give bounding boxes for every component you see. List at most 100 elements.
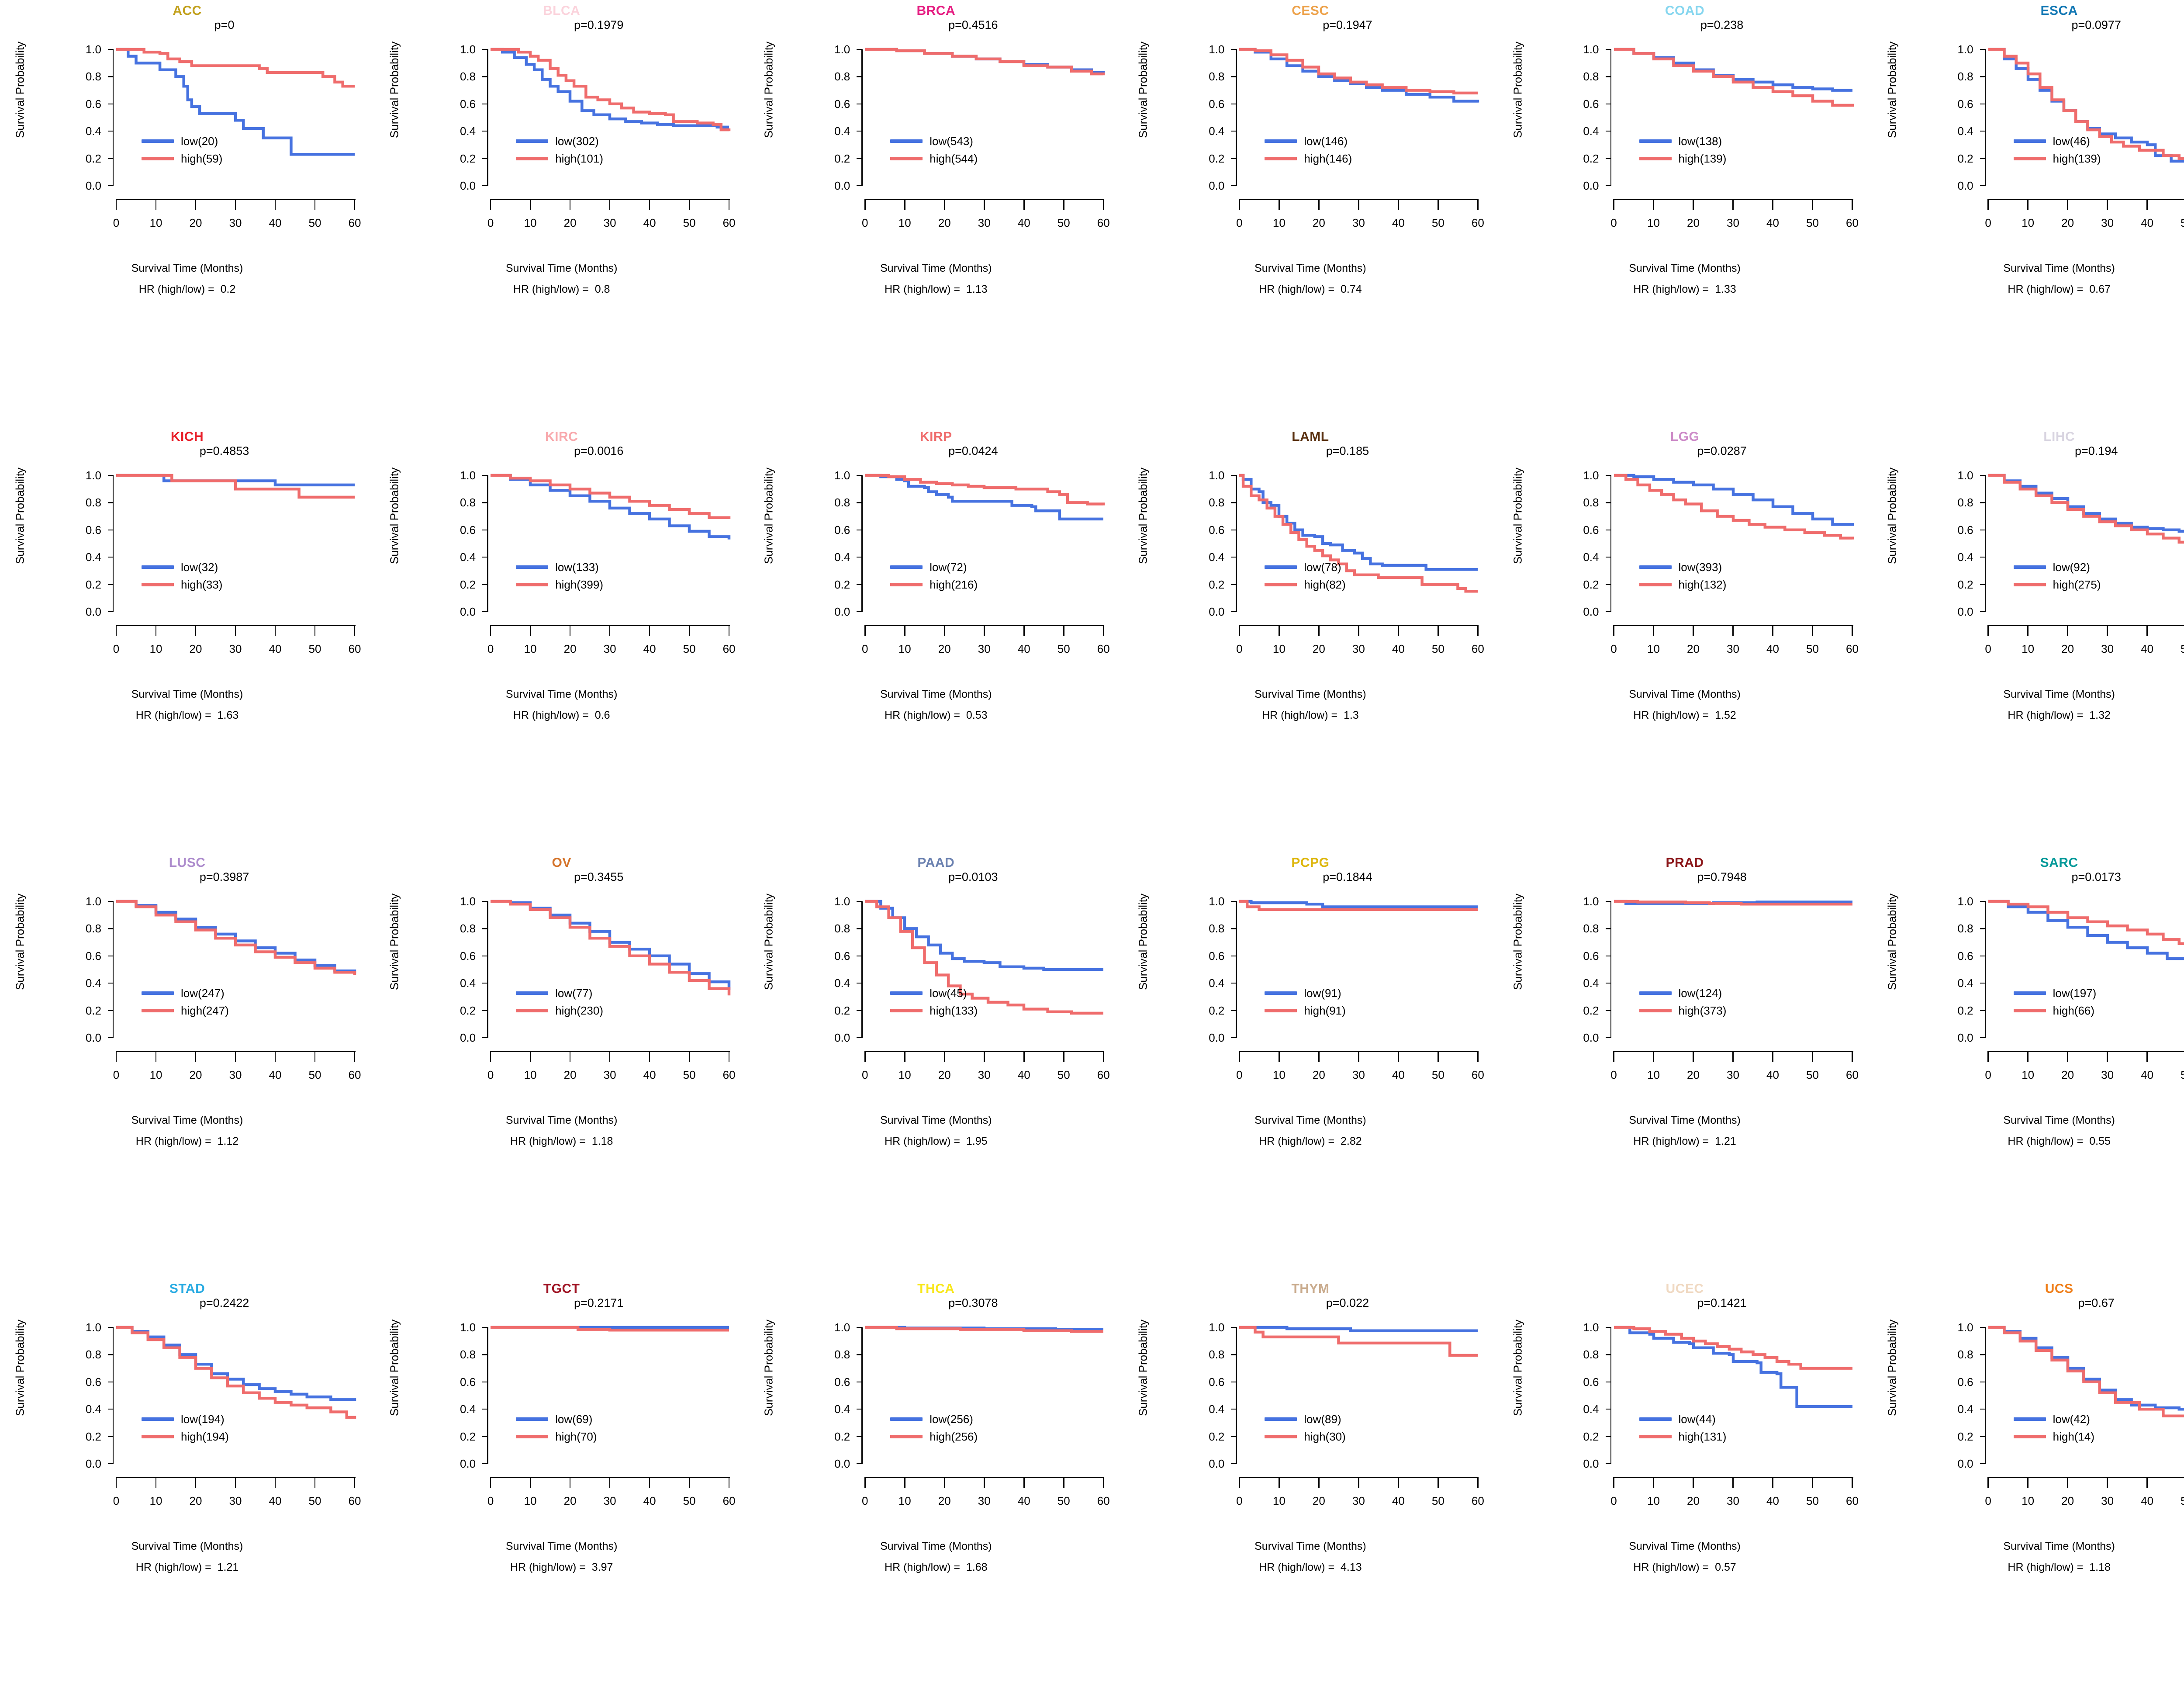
x-tick-labels: 0 10 20 30 40 50 60 bbox=[862, 199, 1110, 229]
y-axis-tick bbox=[1980, 983, 1986, 984]
hazard-ratio-prefix: HR (high/low) = bbox=[513, 709, 592, 721]
x-axis-tick bbox=[1398, 1477, 1399, 1488]
panel-title: PRAD bbox=[1666, 855, 1704, 870]
legend-item-high: high(146) bbox=[1265, 150, 1352, 167]
y-tick-labels: 1.0 0.8 0.6 0.4 0.2 0.0 bbox=[374, 470, 482, 617]
y-tick-label: 0.0 bbox=[460, 1031, 476, 1044]
legend-item-low: low(393) bbox=[1639, 558, 1727, 576]
x-axis-tick bbox=[1653, 1051, 1654, 1062]
km-curve-high bbox=[491, 1326, 729, 1332]
x-axis-tick bbox=[1063, 1051, 1064, 1062]
x-tick-label: 50 bbox=[2181, 1068, 2184, 1081]
y-tick-label: 0.0 bbox=[460, 179, 476, 192]
panel-title: STAD bbox=[169, 1281, 205, 1296]
p-value-label: p=0.185 bbox=[1326, 444, 1369, 457]
legend-label-high: high(139) bbox=[2053, 152, 2101, 165]
km-panel-thym: THYM p=0.022 Survival Probability 1.0 0.8 0.6… bbox=[1123, 1278, 1497, 1704]
km-curve-high bbox=[1988, 1326, 2184, 1418]
x-tick-label: 50 bbox=[1806, 216, 1819, 229]
y-tick-labels: 1.0 0.8 0.6 0.4 0.2 0.0 bbox=[1872, 470, 1980, 617]
panel-title: SARC bbox=[2040, 855, 2078, 870]
legend-item-high: high(82) bbox=[1265, 576, 1346, 593]
x-axis-tick bbox=[529, 1051, 531, 1062]
x-tick-label: 10 bbox=[149, 642, 162, 655]
y-tick-label: 1.0 bbox=[1957, 895, 1973, 908]
x-tick-labels: 0 10 20 30 40 50 60 bbox=[487, 1051, 736, 1081]
x-axis-title: Survival Time (Months) bbox=[1629, 1540, 1741, 1552]
x-axis-tick bbox=[274, 625, 276, 636]
x-axis-line bbox=[1988, 1051, 2184, 1052]
legend-swatch-high bbox=[142, 583, 174, 586]
y-tick-label: 1.0 bbox=[460, 469, 476, 482]
x-axis-title: Survival Time (Months) bbox=[2003, 1114, 2115, 1126]
x-tick-label: 60 bbox=[722, 1494, 736, 1507]
hazard-ratio-value: 0.67 bbox=[2089, 283, 2111, 295]
x-axis-title: Survival Time (Months) bbox=[505, 262, 618, 274]
y-tick-label: 1.0 bbox=[1957, 43, 1973, 56]
y-tick-label: 0.2 bbox=[834, 578, 850, 591]
y-tick-labels: 1.0 0.8 0.6 0.4 0.2 0.0 bbox=[1123, 1322, 1230, 1469]
y-tick-label: 0.4 bbox=[85, 977, 101, 990]
x-tick-label: 30 bbox=[978, 216, 991, 229]
x-tick-label: 60 bbox=[1846, 216, 1859, 229]
y-axis-line bbox=[857, 900, 863, 1039]
x-tick-label: 50 bbox=[1806, 642, 1819, 655]
y-tick-label: 0.2 bbox=[1583, 1004, 1599, 1017]
x-tick-label: 60 bbox=[1846, 1068, 1859, 1081]
hazard-ratio-prefix: HR (high/low) = bbox=[885, 1561, 963, 1573]
hazard-ratio-label: HR (high/low) = 1.21 bbox=[0, 1561, 374, 1574]
y-tick-label: 0.0 bbox=[85, 179, 101, 192]
x-tick-label: 0 bbox=[487, 1068, 494, 1081]
hazard-ratio-value: 0.2 bbox=[220, 283, 236, 295]
km-curve-high bbox=[1614, 474, 1854, 540]
x-axis-tick bbox=[155, 1477, 157, 1488]
x-tick-label: 20 bbox=[2061, 216, 2074, 229]
x-tick-label: 20 bbox=[2061, 1494, 2074, 1507]
legend-item-high: high(139) bbox=[2013, 150, 2101, 167]
x-tick-label: 60 bbox=[1846, 642, 1859, 655]
legend-label-low: low(91) bbox=[1304, 987, 1341, 1000]
y-tick-label: 0.6 bbox=[834, 949, 850, 963]
x-axis-line bbox=[1988, 1477, 2184, 1478]
y-tick-label: 0.2 bbox=[1209, 578, 1225, 591]
legend-label-low: low(256) bbox=[930, 1413, 973, 1426]
x-tick-label: 60 bbox=[1097, 1494, 1110, 1507]
hazard-ratio-prefix: HR (high/low) = bbox=[1259, 283, 1338, 295]
x-axis-tick bbox=[2067, 1477, 2068, 1488]
x-tick-label: 30 bbox=[1352, 642, 1365, 655]
x-tick-label: 20 bbox=[2061, 1068, 2074, 1081]
y-axis-line bbox=[1980, 474, 1986, 613]
p-value-label: p=0.0016 bbox=[574, 444, 624, 457]
km-curve-low bbox=[1614, 474, 1854, 526]
x-tick-label: 30 bbox=[229, 1494, 242, 1507]
y-axis-tick bbox=[1980, 1436, 1986, 1437]
y-tick-label: 1.0 bbox=[834, 1321, 850, 1334]
x-tick-label: 40 bbox=[269, 216, 282, 229]
y-axis-tick bbox=[482, 1436, 488, 1437]
x-tick-label: 30 bbox=[978, 642, 991, 655]
x-tick-label: 20 bbox=[189, 1068, 202, 1081]
x-tick-label: 20 bbox=[563, 1068, 577, 1081]
x-axis-tick bbox=[1102, 199, 1104, 210]
km-curve-low bbox=[491, 474, 731, 540]
y-tick-label: 1.0 bbox=[834, 895, 850, 908]
y-tick-labels: 1.0 0.8 0.6 0.4 0.2 0.0 bbox=[749, 44, 856, 191]
y-axis-tick bbox=[482, 611, 488, 613]
y-axis-tick bbox=[482, 1463, 488, 1465]
hazard-ratio-value: 1.68 bbox=[966, 1561, 988, 1573]
x-axis-tick bbox=[235, 625, 236, 636]
legend: low(44) high(131) bbox=[1639, 1410, 1726, 1445]
y-axis-tick bbox=[108, 928, 114, 929]
legend-item-low: low(46) bbox=[2013, 132, 2101, 150]
y-tick-label: 0.6 bbox=[1583, 949, 1599, 963]
km-curve-high bbox=[491, 474, 731, 519]
hazard-ratio-value: 1.52 bbox=[1715, 709, 1736, 721]
y-axis-tick bbox=[1231, 502, 1237, 503]
x-tick-label: 30 bbox=[2101, 216, 2114, 229]
x-axis-tick bbox=[2146, 199, 2148, 210]
y-tick-label: 0.8 bbox=[1583, 70, 1599, 83]
y-axis-tick bbox=[1980, 474, 1986, 476]
x-tick-label: 10 bbox=[524, 642, 537, 655]
legend-label-low: low(194) bbox=[181, 1413, 225, 1426]
y-tick-labels: 1.0 0.8 0.6 0.4 0.2 0.0 bbox=[1123, 44, 1230, 191]
